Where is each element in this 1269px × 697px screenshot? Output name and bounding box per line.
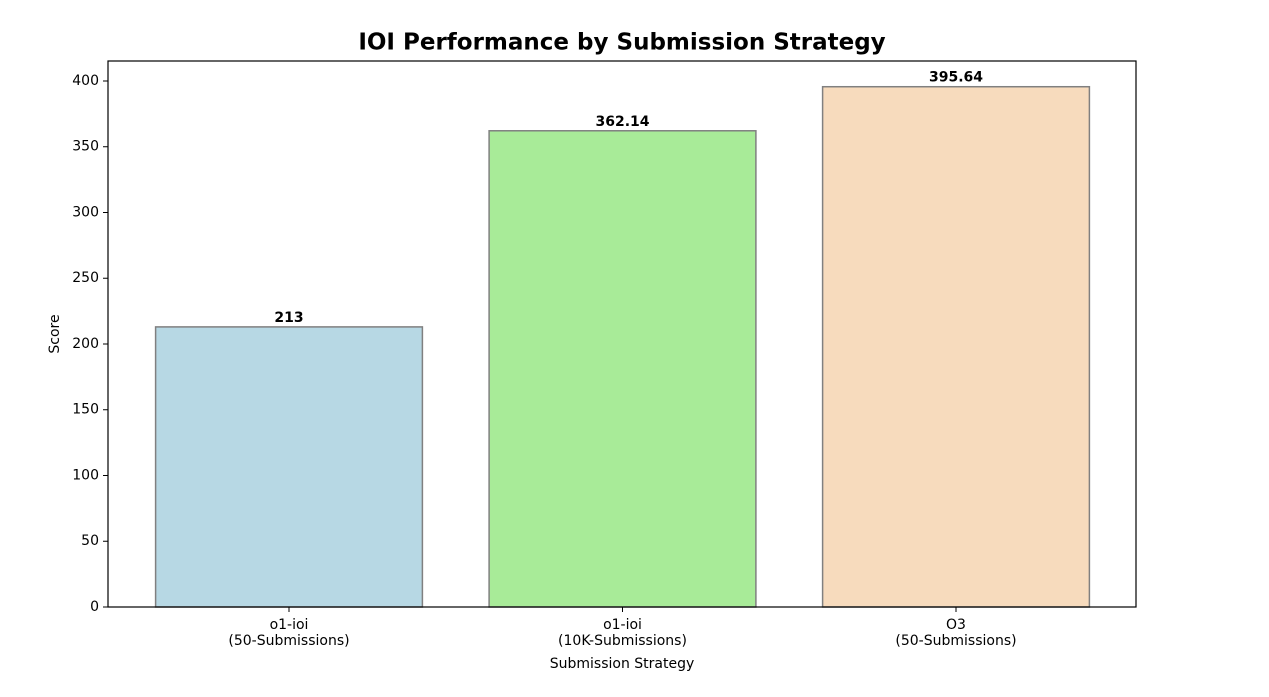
bar	[154, 326, 424, 608]
y-tick-label: 400	[72, 73, 99, 89]
value-label: 213	[274, 310, 303, 326]
plot-frame	[107, 60, 1137, 608]
y-tick-label: 0	[90, 599, 99, 615]
x-tick-label: o1-ioi (10K-Submissions)	[558, 617, 687, 649]
y-axis-label: Score	[47, 314, 63, 353]
y-tick-label: 100	[72, 467, 99, 483]
x-tick-label: O3 (50-Submissions)	[895, 617, 1017, 649]
y-tick-label: 350	[72, 139, 99, 155]
y-tick-label: 50	[81, 533, 99, 549]
y-tick-label: 300	[72, 204, 99, 220]
bar	[821, 85, 1091, 608]
chart-title: IOI Performance by Submission Strategy	[358, 30, 885, 56]
x-tick-label: o1-ioi (50-Submissions)	[228, 617, 350, 649]
x-axis-label: Submission Strategy	[550, 656, 695, 672]
value-label: 362.14	[595, 114, 649, 130]
bar	[488, 130, 757, 608]
y-tick-label: 200	[72, 336, 99, 352]
y-tick-label: 250	[72, 270, 99, 286]
value-label: 395.64	[929, 70, 983, 86]
y-tick-label: 150	[72, 402, 99, 418]
